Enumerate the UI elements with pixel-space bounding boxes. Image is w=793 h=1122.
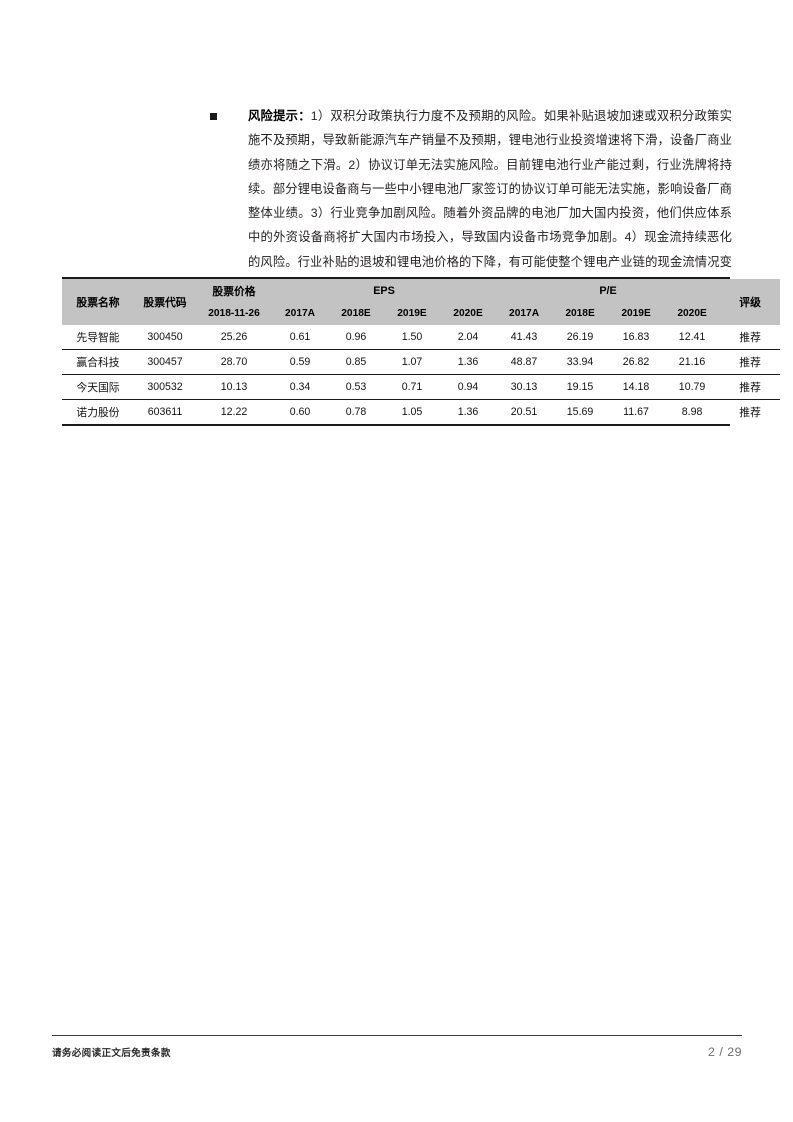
table-row: 赢合科技 300457 28.70 0.59 0.85 1.07 1.36 48… bbox=[62, 349, 781, 375]
cell-eps-2020e: 0.94 bbox=[440, 374, 497, 400]
cell-pe-2019e: 26.82 bbox=[608, 349, 665, 375]
cell-eps-2018e: 0.78 bbox=[345, 406, 367, 418]
table-row: 先导智能 300450 25.26 0.61 0.96 1.50 2.04 41… bbox=[62, 325, 781, 350]
cell-eps-2017a: 0.61 bbox=[272, 325, 328, 350]
cell-rating: 推荐 bbox=[720, 374, 781, 400]
cell-pe-2017a: 30.13 bbox=[496, 374, 553, 400]
table-row: 诺力股份 603611 12.22 0.60 0.78 1.05 1.36 20… bbox=[62, 400, 780, 425]
cell-pe-2020e: 21.16 bbox=[664, 349, 721, 375]
cell-price: 10.13 bbox=[196, 374, 272, 400]
risk-paragraph: 风险提示：1）双积分政策执行力度不及预期的风险。如果补贴退坡加速或双积分政策实施… bbox=[248, 104, 732, 298]
cell-eps-2020e: 1.36 bbox=[457, 406, 479, 418]
cell-price: 25.26 bbox=[196, 325, 272, 350]
col-header-eps-2018e: 2018E bbox=[328, 302, 384, 325]
cell-eps-2017a: 0.60 bbox=[289, 406, 311, 418]
cell-pe-2018e: 19.15 bbox=[552, 374, 609, 400]
table-row: 今天国际 300532 10.13 0.34 0.53 0.71 0.94 30… bbox=[62, 374, 781, 400]
cell-eps-2019e: 1.50 bbox=[384, 325, 440, 350]
cell-pe-2020e: 12.41 bbox=[664, 325, 721, 350]
col-header-eps-2019e: 2019E bbox=[384, 302, 440, 325]
stock-valuation-table: 股票名称 股票代码 股票价格 EPS P/E 评级 2018-11-26 201… bbox=[62, 277, 781, 426]
cell-pe-2018e: 15.69 bbox=[566, 406, 594, 418]
cell-pe-2020e: 8.98 bbox=[681, 406, 703, 418]
cell-pe-2019e: 11.67 bbox=[623, 406, 649, 418]
cell-price: 28.70 bbox=[196, 349, 272, 375]
cell-pe-2019e: 14.18 bbox=[608, 374, 665, 400]
col-header-rating: 评级 bbox=[720, 279, 781, 325]
cell-pe-2020e: 10.79 bbox=[664, 374, 721, 400]
cell-stock-code: 300532 bbox=[134, 374, 196, 400]
footer-content: 请务必阅读正文后免责条款 2 / 29 bbox=[52, 1036, 742, 1059]
table-bottom-rule bbox=[62, 424, 730, 426]
cell-rating: 推荐 bbox=[720, 349, 781, 375]
table-group-header-row: 股票名称 股票代码 股票价格 EPS P/E 评级 bbox=[62, 279, 781, 325]
cell-pe-2017a: 41.43 bbox=[496, 325, 553, 350]
col-header-stock-name: 股票名称 bbox=[62, 279, 134, 325]
cell-stock-code: 603611 bbox=[147, 406, 183, 418]
cell-pe-2018e: 33.94 bbox=[552, 349, 609, 375]
cell-eps-2020e: 2.04 bbox=[440, 325, 497, 350]
cell-eps-2018e: 0.53 bbox=[328, 374, 384, 400]
cell-eps-2020e: 1.36 bbox=[440, 349, 497, 375]
cell-rating: 推荐 bbox=[720, 325, 781, 350]
cell-stock-name: 赢合科技 bbox=[62, 349, 134, 375]
table-top-rule bbox=[62, 277, 730, 279]
cell-price: 12.22 bbox=[220, 406, 248, 418]
cell-stock-name: 诺力股份 bbox=[76, 407, 120, 419]
col-header-pe-2017a: 2017A bbox=[496, 302, 553, 325]
cell-stock-code: 300457 bbox=[134, 349, 196, 375]
col-header-eps-2017a: 2017A bbox=[272, 302, 328, 325]
cell-stock-code: 300450 bbox=[134, 325, 196, 350]
col-group-header-eps: EPS bbox=[272, 279, 497, 302]
col-header-eps-2020e: 2020E bbox=[440, 302, 497, 325]
risk-disclosure-block: 风险提示：1）双积分政策执行力度不及预期的风险。如果补贴退坡加速或双积分政策实施… bbox=[210, 104, 732, 298]
col-header-stock-code: 股票代码 bbox=[134, 279, 196, 325]
col-group-header-price: 股票价格 bbox=[196, 279, 272, 302]
col-header-pe-2018e: 2018E bbox=[552, 302, 609, 325]
cell-rating: 推荐 bbox=[739, 407, 761, 419]
table: 股票名称 股票代码 股票价格 EPS P/E 评级 2018-11-26 201… bbox=[62, 279, 781, 425]
page-footer: 请务必阅读正文后免责条款 2 / 29 bbox=[52, 1035, 742, 1059]
cell-eps-2018e: 0.96 bbox=[328, 325, 384, 350]
risk-text: 1）双积分政策执行力度不及预期的风险。如果补贴退坡加速或双积分政策实施不及预期，… bbox=[248, 109, 732, 293]
cell-pe-2018e: 26.19 bbox=[552, 325, 609, 350]
footer-page-number: 2 / 29 bbox=[707, 1045, 742, 1059]
table-body: 先导智能 300450 25.26 0.61 0.96 1.50 2.04 41… bbox=[62, 325, 781, 425]
footer-disclaimer-note: 请务必阅读正文后免责条款 bbox=[52, 1048, 171, 1059]
table-sub-header-row: 2018-11-26 2017A 2018E 2019E 2020E 2017A… bbox=[62, 302, 780, 325]
col-group-header-pe: P/E bbox=[496, 279, 721, 302]
risk-label: 风险提示： bbox=[248, 109, 311, 123]
col-header-pe-2020e: 2020E bbox=[664, 302, 721, 325]
cell-pe-2017a: 20.51 bbox=[510, 406, 538, 418]
table-header: 股票名称 股票代码 股票价格 EPS P/E 评级 2018-11-26 201… bbox=[62, 279, 781, 325]
cell-eps-2019e: 1.05 bbox=[401, 406, 423, 418]
cell-eps-2018e: 0.85 bbox=[328, 349, 384, 375]
col-header-price-date: 2018-11-26 bbox=[196, 302, 272, 325]
cell-pe-2017a: 48.87 bbox=[496, 349, 553, 375]
cell-stock-name: 先导智能 bbox=[62, 325, 134, 350]
cell-eps-2017a: 0.34 bbox=[272, 374, 328, 400]
cell-stock-name: 今天国际 bbox=[62, 374, 134, 400]
cell-eps-2017a: 0.59 bbox=[272, 349, 328, 375]
cell-pe-2019e: 16.83 bbox=[608, 325, 665, 350]
col-header-pe-2019e: 2019E bbox=[608, 302, 665, 325]
footer-divider bbox=[52, 1035, 742, 1036]
square-bullet-icon bbox=[210, 113, 217, 120]
cell-eps-2019e: 1.07 bbox=[384, 349, 440, 375]
cell-eps-2019e: 0.71 bbox=[384, 374, 440, 400]
